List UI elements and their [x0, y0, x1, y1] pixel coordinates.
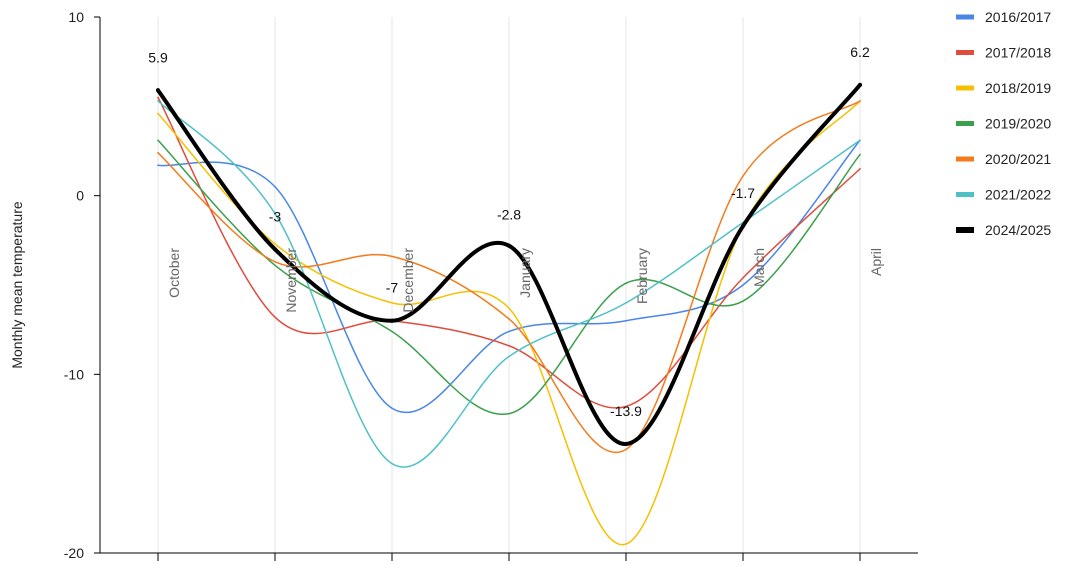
data-point-2021-2022: [157, 100, 159, 102]
data-label: -7: [386, 280, 399, 296]
data-point-2020-2021: [742, 175, 744, 177]
data-point-2020-2021: [859, 100, 861, 102]
legend-swatch: [956, 192, 974, 197]
data-point-2018-2019: [625, 543, 627, 545]
data-point-2021-2022: [625, 302, 627, 304]
legend-label[interactable]: 2017/2018: [985, 45, 1051, 61]
legend-label[interactable]: 2021/2022: [985, 187, 1051, 203]
data-label: 6.2: [850, 44, 870, 60]
data-point-2019-2020: [157, 139, 159, 142]
data-point-2017-2018: [859, 168, 861, 170]
x-category-label-april: April: [868, 248, 884, 276]
data-point-2020-2021: [625, 448, 627, 451]
data-point-2019-2020: [391, 330, 393, 333]
data-label: -3: [269, 208, 282, 224]
legend-swatch: [956, 85, 974, 91]
data-label: -2.8: [497, 207, 521, 223]
data-point-2019-2020: [274, 264, 276, 267]
data-point-2018-2019: [274, 243, 276, 245]
legend-swatch: [956, 227, 974, 233]
y-tick-label: -20: [64, 545, 84, 561]
data-point-2024-2025: [741, 224, 745, 229]
data-point-2017-2018: [274, 316, 276, 318]
data-point-2016-2017: [625, 319, 627, 322]
data-point-2017-2018: [625, 405, 627, 408]
x-category-label-december: December: [400, 248, 416, 313]
data-label: -1.7: [731, 185, 755, 201]
legend-swatch: [956, 121, 974, 126]
y-axis-title: Monthly mean temperature: [9, 201, 25, 369]
legend-swatch: [956, 14, 974, 20]
data-point-2018-2019: [391, 302, 393, 304]
data-point-2024-2025: [156, 88, 160, 93]
y-tick-label: 10: [68, 9, 84, 25]
data-point-2016-2017: [391, 407, 393, 410]
data-point-2017-2018: [508, 344, 510, 347]
y-tick-label: -10: [64, 366, 84, 382]
data-point-2019-2020: [859, 153, 861, 156]
data-point-2024-2025: [507, 243, 511, 248]
data-point-2017-2018: [157, 96, 159, 99]
data-point-2020-2021: [157, 151, 159, 154]
x-category-label-october: October: [166, 248, 182, 298]
data-point-2019-2020: [742, 300, 744, 302]
data-point-2020-2021: [508, 318, 510, 320]
data-point-2018-2019: [508, 307, 510, 310]
data-point-2021-2022: [859, 139, 861, 142]
legend-label[interactable]: 2019/2020: [985, 116, 1051, 132]
data-point-2016-2017: [508, 330, 510, 333]
legend-label[interactable]: 2024/2025: [985, 222, 1051, 238]
x-category-label-january: January: [517, 248, 533, 298]
data-point-2021-2022: [508, 355, 510, 358]
data-label: -13.9: [610, 403, 642, 419]
legend-label[interactable]: 2016/2017: [985, 9, 1051, 25]
data-point-2024-2025: [858, 82, 862, 87]
data-point-2016-2017: [742, 284, 744, 286]
data-point-2020-2021: [274, 260, 276, 263]
legend-swatch: [956, 156, 974, 162]
data-point-2017-2018: [742, 277, 744, 279]
data-point-2019-2020: [625, 282, 627, 285]
legend-swatch: [956, 50, 974, 55]
legend-label[interactable]: 2018/2019: [985, 80, 1051, 96]
data-point-2016-2017: [274, 185, 276, 188]
data-point-2019-2020: [508, 412, 510, 415]
data-point-2020-2021: [391, 255, 393, 258]
x-category-label-march: March: [751, 248, 767, 287]
data-point-2024-2025: [390, 318, 394, 323]
data-point-2024-2025: [273, 247, 277, 252]
data-point-2016-2017: [157, 164, 159, 167]
data-point-2021-2022: [274, 212, 276, 215]
data-label: 5.9: [148, 49, 168, 65]
y-tick-label: 0: [76, 188, 84, 204]
data-point-2024-2025: [624, 442, 628, 447]
legend-label[interactable]: 2020/2021: [985, 151, 1051, 167]
data-point-2018-2019: [157, 112, 159, 115]
x-category-label-february: February: [634, 248, 650, 304]
x-category-label-november: November: [283, 248, 299, 313]
data-point-2021-2022: [391, 462, 393, 465]
